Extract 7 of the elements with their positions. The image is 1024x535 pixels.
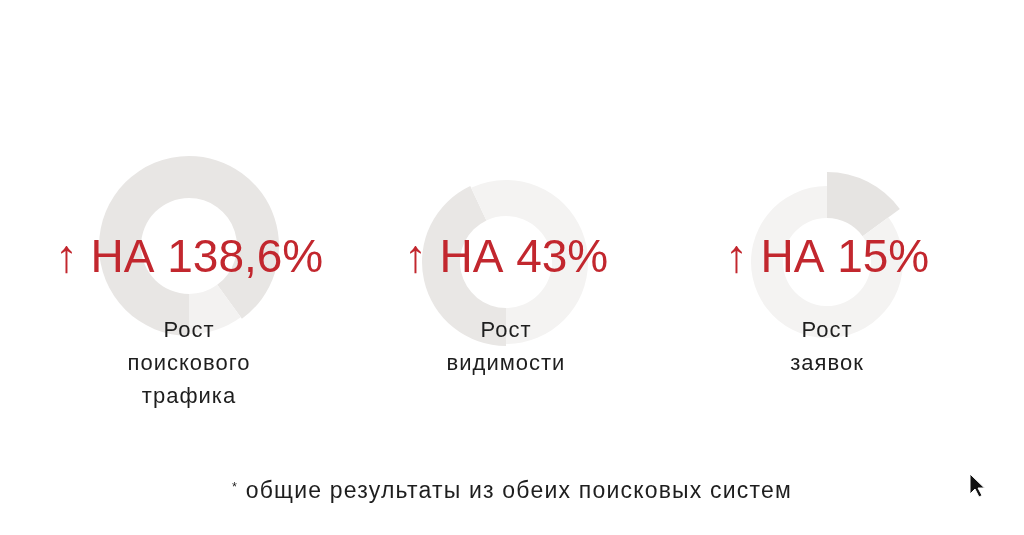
text: Рост заявок <box>790 317 864 375</box>
text: ↑ НА 43% <box>403 230 609 282</box>
text: Рост поискового трафика <box>127 317 251 408</box>
text: Рост видимости <box>446 317 566 375</box>
text: ↑ НА 138,6% <box>54 230 324 282</box>
text: $^{*}$ общие результаты из обеих поисковых систем <box>231 477 793 503</box>
text: ↑ НА 15% <box>724 230 930 282</box>
